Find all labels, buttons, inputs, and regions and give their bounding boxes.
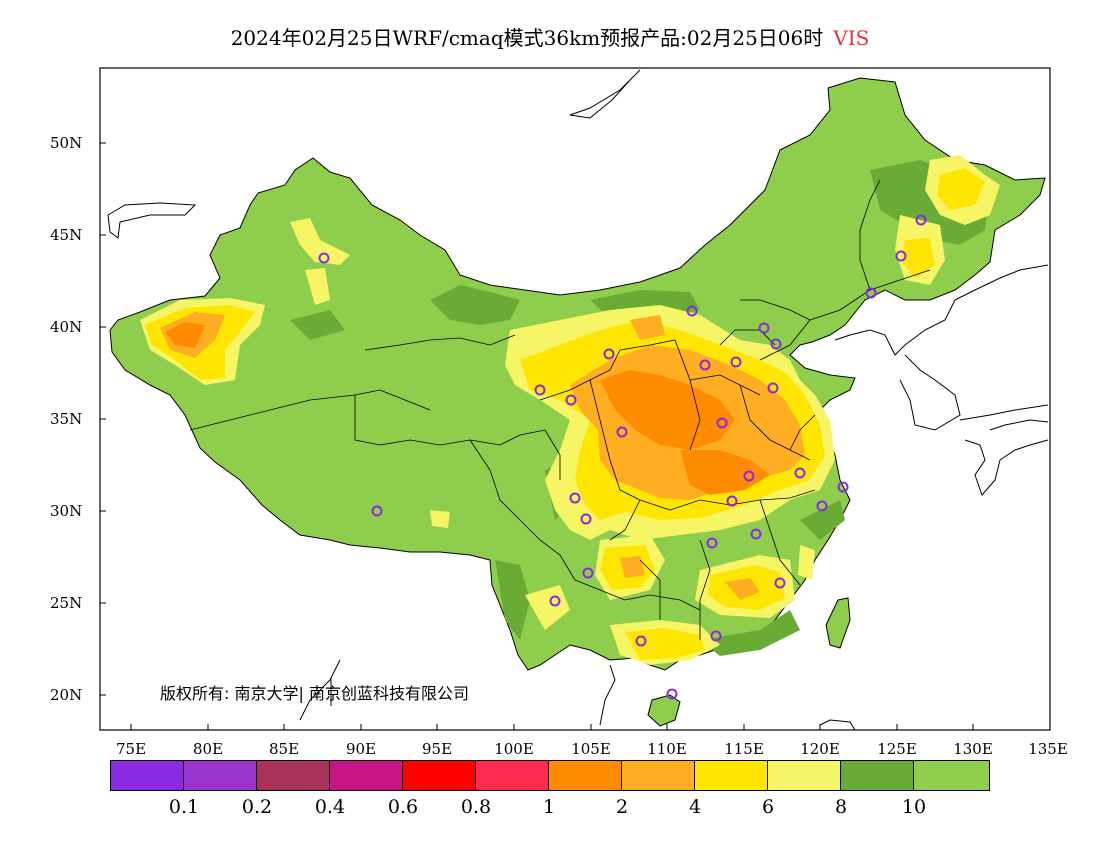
station-marker xyxy=(770,338,782,350)
legend-label: 0.6 xyxy=(387,796,419,818)
station-marker xyxy=(774,577,786,589)
station-marker xyxy=(895,250,907,262)
station-marker xyxy=(710,630,722,642)
station-marker xyxy=(730,356,742,368)
orange-zones xyxy=(165,322,770,495)
legend-swatch xyxy=(841,761,914,791)
legend-label: 0.8 xyxy=(460,796,492,818)
lon-label-80e: 80E xyxy=(192,740,224,758)
station-marker xyxy=(666,688,678,700)
lon-label-75e: 75E xyxy=(115,740,147,758)
station-marker xyxy=(716,417,728,429)
lat-label-25n: 25N xyxy=(50,594,83,612)
legend-swatch xyxy=(184,761,257,791)
legend-swatch xyxy=(695,761,768,791)
legend-label: 0.2 xyxy=(241,796,273,818)
station-marker xyxy=(699,359,711,371)
lon-label-110e: 110E xyxy=(647,740,687,758)
station-marker xyxy=(635,635,647,647)
map-frame xyxy=(99,67,1051,731)
legend-swatch xyxy=(549,761,622,791)
legend-label: 0.4 xyxy=(314,796,346,818)
legend-swatch xyxy=(403,761,476,791)
lat-label-30n: 30N xyxy=(50,502,83,520)
legend-swatch xyxy=(476,761,549,791)
copyright-text: 版权所有: 南京大学| 南京创蓝科技有限公司 xyxy=(160,684,469,703)
station-marker xyxy=(569,492,581,504)
lon-label-125e: 125E xyxy=(877,740,917,758)
lon-label-90e: 90E xyxy=(345,740,377,758)
legend-label: 0.1 xyxy=(168,796,200,818)
lat-label-40n: 40N xyxy=(50,318,83,336)
legend-swatch xyxy=(622,761,695,791)
lon-label-120e: 120E xyxy=(800,740,840,758)
lat-label-35n: 35N xyxy=(50,410,83,428)
lon-label-100e: 100E xyxy=(494,740,534,758)
lat-label-20n: 20N xyxy=(50,686,83,704)
legend-label: 1 xyxy=(542,796,556,818)
figure-title: 2024年02月25日WRF/cmaq模式36km预报产品:02月25日06时 V… xyxy=(0,22,1100,51)
legend-swatch xyxy=(111,761,184,791)
station-marker xyxy=(794,467,806,479)
lat-label-45n: 45N xyxy=(50,226,83,244)
title-text: 2024年02月25日WRF/cmaq模式36km预报产品:02月25日06时 xyxy=(230,26,824,50)
station-marker xyxy=(758,322,770,334)
legend-swatch xyxy=(330,761,403,791)
legend-label: 8 xyxy=(834,796,848,818)
taiwan-island xyxy=(825,597,851,649)
legend-label: 10 xyxy=(901,796,927,818)
legend-label: 6 xyxy=(761,796,775,818)
legend-swatch xyxy=(914,761,989,791)
station-marker xyxy=(582,567,594,579)
legend-label: 4 xyxy=(688,796,702,818)
station-marker xyxy=(767,382,779,394)
station-markers xyxy=(318,214,927,700)
legend-label: 2 xyxy=(615,796,629,818)
station-marker xyxy=(706,537,718,549)
hainan-island xyxy=(647,694,681,727)
station-marker xyxy=(726,495,738,507)
legend-swatch xyxy=(768,761,841,791)
station-marker xyxy=(549,595,561,607)
variable-label: VIS xyxy=(833,26,870,50)
station-marker xyxy=(743,470,755,482)
lat-label-50n: 50N xyxy=(50,134,83,152)
lon-label-130e: 130E xyxy=(953,740,993,758)
neighbour-coastlines xyxy=(107,69,1049,731)
province-boundaries xyxy=(189,179,931,640)
lon-label-105e: 105E xyxy=(571,740,611,758)
station-marker xyxy=(837,481,849,493)
station-marker xyxy=(686,305,698,317)
legend-frame xyxy=(110,760,990,791)
axis-ticks xyxy=(100,142,974,730)
station-marker xyxy=(603,348,615,360)
lon-label-95e: 95E xyxy=(421,740,453,758)
legend-swatch xyxy=(257,761,330,791)
station-marker xyxy=(865,287,877,299)
station-marker xyxy=(915,214,927,226)
lon-label-115e: 115E xyxy=(724,740,764,758)
station-marker xyxy=(616,426,628,438)
station-marker xyxy=(371,505,383,517)
station-marker xyxy=(565,394,577,406)
lon-label-135e: 135E xyxy=(1028,740,1068,758)
lon-label-85e: 85E xyxy=(268,740,300,758)
station-marker xyxy=(318,252,330,264)
station-marker xyxy=(534,384,546,396)
station-marker xyxy=(750,528,762,540)
station-marker xyxy=(580,513,592,525)
station-marker xyxy=(816,500,828,512)
